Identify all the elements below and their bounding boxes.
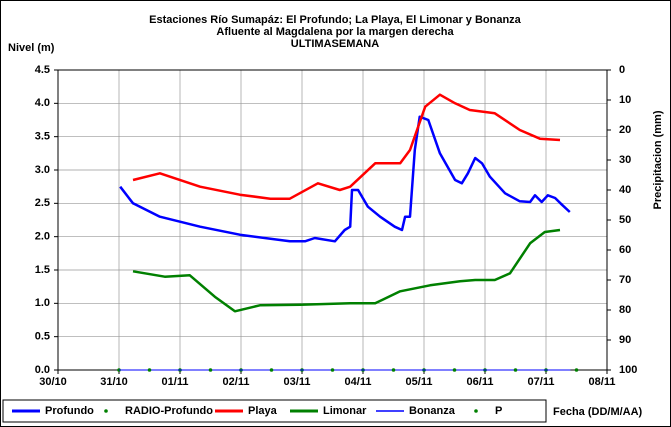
x-tick-label: 02/11 — [223, 376, 250, 388]
chart-subtitle: ULTIMASEMANA — [291, 38, 379, 50]
y-tick-label: 3.5 — [35, 131, 50, 143]
y2-tick-label: 90 — [619, 334, 631, 346]
x-tick-label: 08/11 — [589, 376, 616, 388]
x-tick-label: 30/10 — [39, 376, 67, 388]
y2-tick-label: 0 — [619, 64, 625, 76]
y-tick-label: 0.0 — [35, 364, 50, 376]
y-tick-label: 4.5 — [35, 64, 50, 76]
series-line — [132, 93, 561, 200]
x-tick-label: 06/11 — [467, 376, 494, 388]
x-tick-label: 03/11 — [284, 376, 311, 388]
y2-tick-label: 60 — [619, 244, 631, 256]
data-point — [269, 368, 274, 372]
y-tick-label: 1.5 — [35, 264, 50, 276]
y-tick-label: 0.5 — [35, 331, 50, 343]
y2-tick-label: 30 — [619, 154, 631, 166]
chart-title: Estaciones Río Sumapáz: El Profundo; La … — [149, 14, 522, 26]
y-tick-label: 3.0 — [35, 164, 50, 176]
legend-label: Profundo — [45, 405, 94, 417]
legend-label: Limonar — [323, 405, 367, 417]
x-tick-label: 05/11 — [406, 376, 433, 388]
y-tick-label: 2.0 — [35, 231, 50, 243]
x-tick-label: 04/11 — [345, 376, 372, 388]
y2-axis-label: Precipitacion (mm) — [652, 110, 664, 209]
y2-tick-label: 100 — [619, 364, 637, 376]
y-tick-label: 2.5 — [35, 197, 50, 209]
y-axis-label: Nivel (m) — [8, 42, 55, 54]
chart-subtitle: Afluente al Magdalena por la margen dere… — [216, 26, 454, 38]
data-point — [513, 368, 518, 372]
data-point — [391, 368, 396, 372]
legend-label: P — [495, 405, 502, 417]
y2-tick-label: 80 — [619, 304, 631, 316]
x-tick-label: 31/10 — [100, 376, 128, 388]
x-tick-label: 01/11 — [162, 376, 189, 388]
x-axis-label: Fecha (DD/M/AA) — [553, 406, 643, 418]
data-point — [208, 368, 213, 372]
series-line — [119, 115, 571, 243]
y2-tick-label: 40 — [619, 184, 631, 196]
legend-swatch — [474, 409, 478, 413]
y-tick-label: 4.0 — [35, 97, 50, 109]
y2-tick-label: 20 — [619, 124, 631, 136]
y2-tick-label: 10 — [619, 94, 631, 106]
series-line — [132, 228, 561, 313]
legend-swatch — [104, 409, 108, 413]
legend-box — [2, 399, 547, 423]
data-point — [330, 368, 335, 372]
legend-label: RADIO-Profundo — [125, 405, 213, 417]
legend-label: Playa — [248, 405, 278, 417]
y2-tick-label: 50 — [619, 214, 631, 226]
x-tick-label: 07/11 — [528, 376, 555, 388]
data-point — [574, 368, 579, 372]
data-point — [452, 368, 457, 372]
y-tick-label: 1.0 — [35, 297, 50, 309]
data-point — [147, 368, 152, 372]
y2-tick-label: 70 — [619, 274, 631, 286]
legend-label: Bonanza — [409, 405, 456, 417]
